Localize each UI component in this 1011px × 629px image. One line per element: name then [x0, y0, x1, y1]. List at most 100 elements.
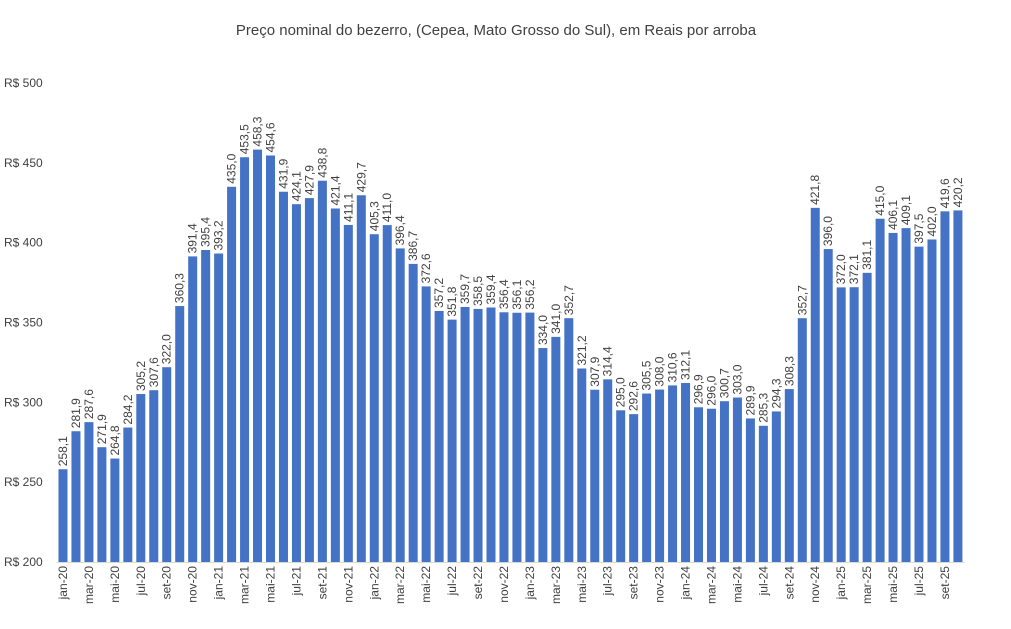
data-label: 312,1 [679, 350, 693, 380]
bar [914, 246, 924, 563]
x-tick-label: nov-20 [186, 566, 200, 603]
bar [343, 224, 353, 562]
bars [58, 149, 963, 563]
bar [927, 239, 937, 562]
bar [940, 211, 950, 562]
data-label: 395,4 [199, 217, 213, 247]
bar [110, 458, 120, 562]
bar [525, 312, 535, 562]
y-tick-label: R$ 400 [4, 236, 43, 250]
bar [123, 427, 133, 562]
data-label: 402,0 [925, 206, 939, 236]
x-tick-label: jul-20 [134, 566, 148, 597]
bar [460, 307, 470, 562]
bar [512, 312, 522, 562]
data-label: 341,0 [549, 304, 563, 334]
data-label: 397,5 [912, 213, 926, 243]
data-label: 307,9 [588, 356, 602, 386]
data-label: 372,1 [847, 254, 861, 284]
data-label: 258,1 [56, 436, 70, 466]
data-label: 357,2 [432, 278, 446, 308]
bar [149, 390, 159, 562]
bar [590, 389, 600, 562]
data-label: 308,0 [653, 356, 667, 386]
data-label: 411,1 [341, 192, 355, 221]
data-label: 285,3 [756, 392, 770, 422]
bar [629, 414, 639, 562]
y-tick-label: R$ 500 [4, 76, 43, 90]
bar [330, 208, 340, 563]
data-label: 406,1 [886, 200, 900, 230]
x-tick-label: mai-25 [886, 566, 900, 603]
bar [564, 318, 574, 562]
data-label: 305,5 [640, 360, 654, 390]
bar [162, 367, 172, 562]
bar [706, 408, 716, 562]
bar [291, 204, 301, 562]
x-tick-label: mai-23 [575, 566, 589, 603]
data-label: 352,7 [562, 285, 576, 315]
x-tick-label: jul-24 [756, 566, 770, 597]
bar [655, 389, 665, 562]
data-label: 405,3 [367, 201, 381, 231]
data-label: 454,6 [264, 122, 278, 152]
data-label: 411,0 [380, 193, 394, 222]
data-label: 438,8 [315, 147, 329, 177]
y-tick-label: R$ 450 [4, 156, 43, 170]
bar [58, 469, 68, 562]
x-tick-label: jul-25 [912, 566, 926, 597]
data-label: 292,6 [627, 381, 641, 411]
data-label: 321,2 [575, 335, 589, 365]
data-label: 431,9 [276, 158, 290, 188]
bar [266, 155, 276, 563]
bar [382, 225, 392, 562]
bar [745, 418, 755, 562]
x-tick-label: mai-24 [730, 566, 744, 603]
x-tick-label: set-20 [160, 566, 174, 600]
bar [188, 256, 198, 562]
data-label: 322,0 [160, 334, 174, 364]
y-tick-label: R$ 250 [4, 475, 43, 489]
data-label: 284,2 [121, 394, 135, 424]
y-tick-label: R$ 300 [4, 395, 43, 409]
x-tick-label: mar-24 [704, 566, 718, 604]
data-label: 307,6 [147, 357, 161, 387]
x-tick-label: mai-20 [108, 566, 122, 603]
bar [797, 318, 807, 562]
data-label: 300,7 [717, 368, 731, 398]
bar [616, 410, 626, 562]
bar [447, 319, 457, 562]
data-label: 419,6 [938, 178, 952, 208]
x-tick-label: jan-21 [212, 566, 226, 601]
data-label: 458,3 [251, 116, 265, 146]
x-tick-label: mai-22 [419, 566, 433, 603]
bar [719, 401, 729, 562]
data-label: 372,6 [419, 253, 433, 283]
bar [836, 287, 846, 562]
data-label: 453,5 [238, 124, 252, 154]
data-label: 305,2 [134, 361, 148, 391]
x-tick-label: mar-22 [393, 566, 407, 604]
x-axis: jan-20 mar-20 mai-20 jul-20 set-20 nov-20 jan-… [56, 566, 952, 604]
bar [732, 397, 742, 562]
bar [668, 385, 678, 562]
data-label: 359,7 [458, 274, 472, 304]
bar [71, 431, 81, 562]
data-label: 372,0 [834, 254, 848, 284]
bar [369, 234, 379, 562]
x-tick-label: jan-23 [523, 566, 537, 601]
data-label: 356,1 [510, 279, 524, 309]
bar [901, 228, 911, 562]
data-label: 358,5 [471, 276, 485, 306]
data-label: 415,0 [873, 185, 887, 215]
data-label: 391,4 [186, 223, 200, 253]
bar [603, 379, 613, 562]
bar [862, 272, 872, 562]
data-label: 356,2 [523, 279, 537, 309]
data-label: 294,3 [769, 378, 783, 408]
bar [758, 425, 768, 562]
x-tick-label: nov-24 [808, 566, 822, 603]
data-label: 296,0 [704, 375, 718, 405]
bar [253, 149, 263, 562]
